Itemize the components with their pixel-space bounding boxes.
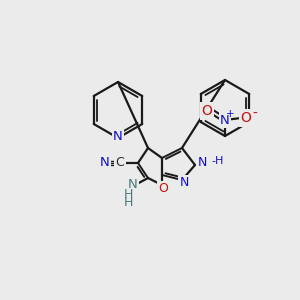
Text: -H: -H	[211, 156, 224, 166]
Text: H: H	[123, 188, 133, 200]
Text: O: O	[241, 111, 251, 125]
Text: O: O	[158, 182, 168, 196]
Text: H: H	[123, 196, 133, 209]
Text: N: N	[179, 176, 189, 190]
Text: N: N	[128, 178, 138, 191]
Text: C: C	[116, 157, 124, 169]
Text: N: N	[197, 157, 207, 169]
Text: O: O	[202, 104, 212, 118]
Text: +: +	[226, 109, 234, 119]
Text: N: N	[100, 157, 110, 169]
Text: N: N	[113, 130, 123, 143]
Text: N: N	[220, 113, 230, 127]
Text: -: -	[253, 107, 257, 121]
